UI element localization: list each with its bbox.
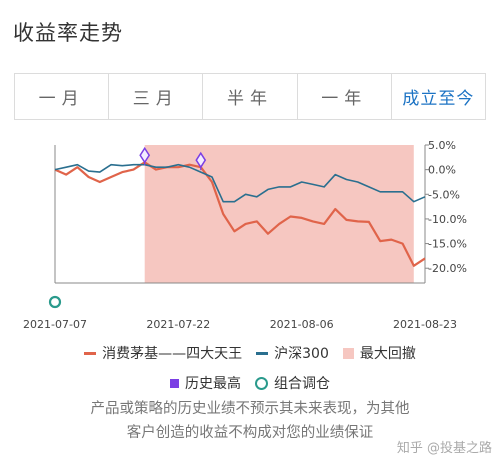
series-line-1 bbox=[54, 161, 426, 267]
legend-high-label: 历史最高 bbox=[185, 376, 241, 392]
y-tick-label: -15.0% bbox=[428, 238, 467, 251]
returns-chart: 5.0% 0.0% -5.0% -10.0% -15.0% -20.0% 2021-07-0… bbox=[23, 139, 467, 331]
legend-rebalance-label: 组合调仓 bbox=[274, 376, 330, 392]
legend-series1-swatch bbox=[84, 351, 97, 355]
x-tick-label: 2021-08-06 bbox=[270, 318, 334, 331]
legend-high-swatch bbox=[170, 378, 179, 388]
y-tick-label: -20.0% bbox=[428, 262, 467, 275]
rebalance-marker bbox=[48, 295, 62, 309]
y-tick-label: -5.0% bbox=[428, 188, 460, 201]
period-tabs: 一月 三月 半年 一年 成立至今 bbox=[14, 73, 486, 120]
series-line-2 bbox=[54, 163, 426, 203]
legend-drawdown-swatch bbox=[342, 347, 354, 359]
high-marker bbox=[195, 151, 207, 169]
tab-since-inception[interactable]: 成立至今 bbox=[402, 89, 475, 109]
disclaimer-line-2: 客户创造的收益不构成对您的业绩保证 bbox=[126, 425, 374, 441]
watermark: 知乎 @投基之路 bbox=[396, 441, 492, 456]
legend-rebalance-swatch bbox=[255, 376, 268, 390]
legend-row-1: 消费茅基——四大天王 沪深300 最大回撤 bbox=[0, 343, 500, 363]
legend-high[interactable]: 历史最高 bbox=[170, 373, 241, 393]
legend-series2[interactable]: 沪深300 bbox=[256, 343, 329, 363]
tab-three-months[interactable]: 三月 bbox=[109, 74, 204, 119]
page-title: 收益率走势 bbox=[13, 21, 123, 45]
legend-drawdown-label: 最大回撤 bbox=[359, 346, 416, 362]
tab-one-month[interactable]: 一月 bbox=[15, 74, 110, 119]
tab-one-year[interactable]: 一年 bbox=[298, 74, 392, 119]
tab-half-year[interactable]: 半年 bbox=[203, 74, 298, 119]
legend-row-2: 历史最高 组合调仓 bbox=[0, 373, 500, 393]
y-tick-label: 5.0% bbox=[428, 139, 456, 152]
legend-series2-swatch bbox=[256, 351, 269, 355]
legend-series1[interactable]: 消费茅基——四大天王 bbox=[84, 343, 242, 363]
x-tick-label: 2021-07-07 bbox=[23, 318, 87, 331]
high-marker bbox=[139, 146, 151, 164]
disclaimer-line-1: 产品或策略的历史业绩不预示其未来表现，为其他 bbox=[90, 401, 410, 417]
y-tick-label: 0.0% bbox=[428, 164, 456, 177]
legend-series1-label: 消费茅基——四大天王 bbox=[102, 346, 243, 362]
y-tick-label: -10.0% bbox=[428, 213, 467, 226]
legend-rebalance[interactable]: 组合调仓 bbox=[255, 373, 330, 393]
legend-series2-label: 沪深300 bbox=[274, 346, 329, 362]
legend-drawdown[interactable]: 最大回撤 bbox=[342, 343, 416, 363]
x-tick-label: 2021-07-22 bbox=[146, 318, 210, 331]
disclaimer: 产品或策略的历史业绩不预示其未来表现，为其他 客户创造的收益不构成对您的业绩保证 bbox=[0, 397, 500, 445]
x-tick-label: 2021-08-23 bbox=[393, 318, 457, 331]
